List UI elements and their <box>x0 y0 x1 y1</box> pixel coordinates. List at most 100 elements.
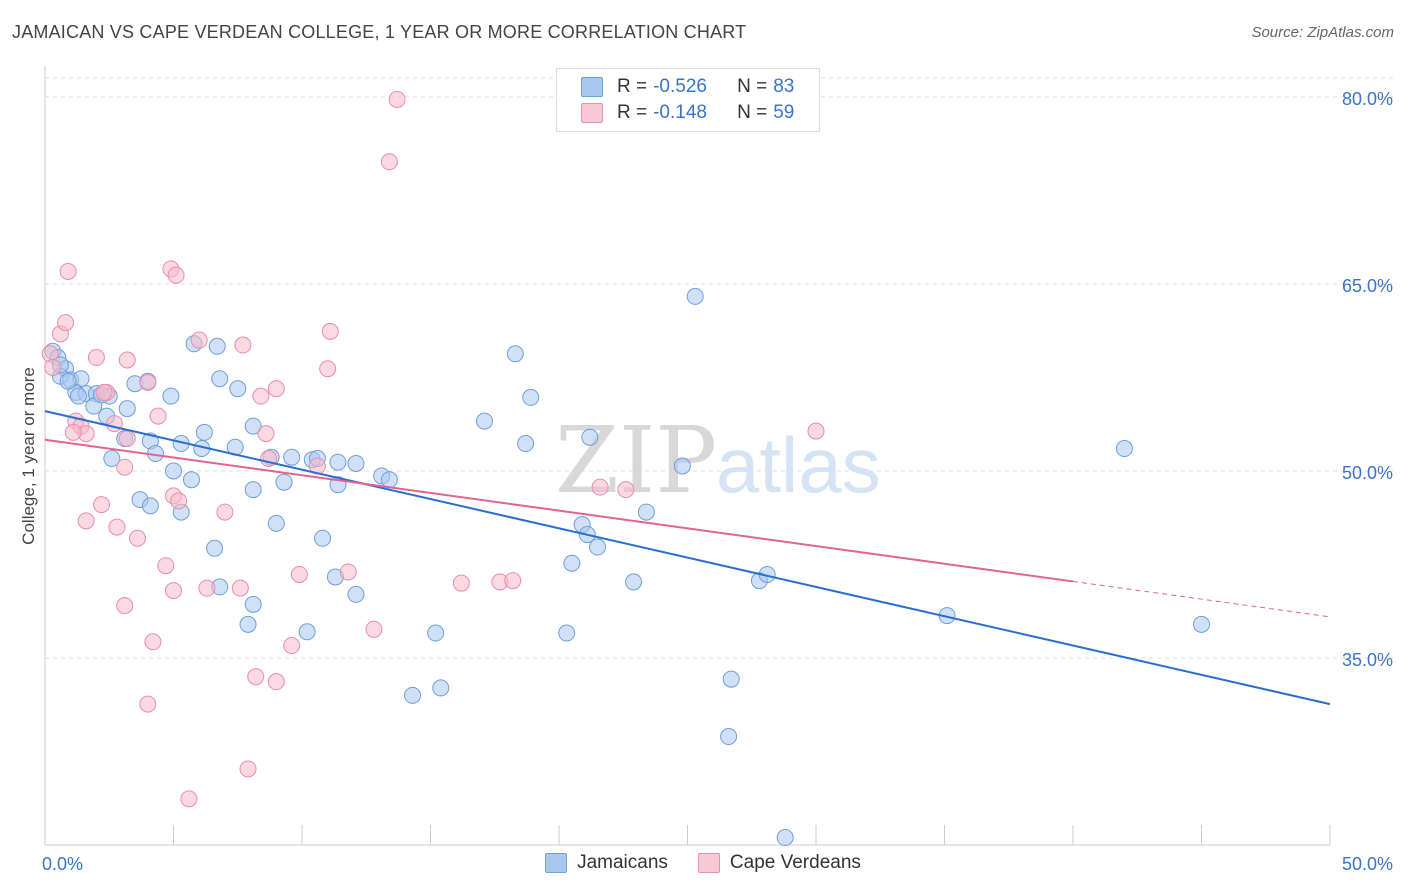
cape-verdean-point <box>234 336 252 354</box>
gridlines <box>45 77 1395 659</box>
trend-lines <box>44 410 1331 706</box>
legend-n-label: N = <box>737 102 768 123</box>
cape-verdean-point <box>190 331 208 349</box>
jamaican-point <box>380 471 398 489</box>
cape-verdean-point <box>283 637 301 655</box>
jamaican-point <box>195 423 213 441</box>
axes <box>44 66 1331 846</box>
cape-verdean-point <box>108 518 126 536</box>
jamaican-trend-line <box>44 410 1331 706</box>
jamaican-point <box>506 345 524 363</box>
cape-verdean-point <box>165 582 182 600</box>
jamaican-point <box>162 387 180 405</box>
cape-verdean-point <box>139 695 157 713</box>
cape-verdean-point <box>157 557 175 575</box>
cape-verdean-point <box>139 373 157 391</box>
jamaican-point <box>267 514 285 532</box>
y-tick-label: 80.0% <box>1342 89 1393 109</box>
cape-verdean-point <box>321 322 339 340</box>
cape-verdean-point <box>95 383 113 401</box>
legend-row-cape-verdeans: R = -0.148 N = 59 <box>581 100 794 126</box>
jamaican-point <box>239 615 257 633</box>
tick-labels: 80.0% 65.0% 50.0% 35.0% 0.0% 50.0% <box>42 89 1393 874</box>
jamaican-point <box>182 471 200 489</box>
legend-r-label: R = <box>617 76 648 97</box>
legend-swatch-pink <box>581 103 603 123</box>
cape-verdean-point <box>87 349 105 367</box>
cape-verdean-point <box>93 496 111 514</box>
cape-verdean-point <box>64 423 82 441</box>
cape-verdean-point <box>170 492 188 510</box>
cape-verdean-point <box>44 358 62 376</box>
chart-title: JAMAICAN VS CAPE VERDEAN COLLEGE, 1 YEAR… <box>12 22 747 42</box>
jamaican-point <box>722 670 740 688</box>
jamaican-point <box>59 372 77 390</box>
cape-verdean-point <box>617 481 635 499</box>
cape-verdean-point <box>257 425 275 443</box>
jamaican-point <box>206 539 224 557</box>
cape-verdean-point <box>41 345 59 363</box>
jamaican-point <box>1193 615 1210 633</box>
cape-verdean-point <box>339 563 357 581</box>
jamaican-point <box>141 497 159 515</box>
jamaican-point <box>208 337 226 355</box>
cape-verdean-point <box>180 790 198 808</box>
jamaican-point <box>522 388 540 406</box>
legend-n-label: N = <box>737 76 768 97</box>
jamaican-point <box>165 462 182 480</box>
cape-verdean-point <box>216 503 234 521</box>
jamaican-point <box>283 448 301 466</box>
y-tick-label: 50.0% <box>1342 463 1393 483</box>
cape-verdean-point <box>77 512 95 530</box>
cape-verdean-point <box>149 407 167 425</box>
legend-swatch-blue <box>581 77 603 97</box>
jamaican-point <box>103 450 121 467</box>
cape-verdean-point <box>319 360 337 378</box>
jamaican-point <box>404 686 422 704</box>
jamaican-point <box>314 529 332 547</box>
jamaican-point <box>637 503 655 521</box>
cape-verdean-point <box>118 430 136 448</box>
cape-verdean-point <box>267 380 285 398</box>
source-credit: Source: ZipAtlas.com <box>1251 24 1394 41</box>
cape-verdean-point <box>252 387 270 405</box>
cape-verdean-point <box>807 422 825 440</box>
legend-item-cape-verdeans[interactable]: Cape Verdeans <box>697 852 861 874</box>
jamaican-point <box>275 473 293 491</box>
cape-verdean-point <box>198 579 216 597</box>
jamaican-point <box>229 380 247 398</box>
jamaican-point <box>563 554 581 572</box>
legend-row-jamaicans: R = -0.526 N = 83 <box>581 74 794 100</box>
jamaican-point <box>625 573 643 591</box>
legend-n-value: 83 <box>773 76 795 97</box>
legend-r-label: R = <box>617 102 648 123</box>
cape-verdean-point <box>452 574 470 592</box>
cape-verdean-point <box>59 262 77 280</box>
jamaican-point <box>244 481 262 499</box>
legend-swatch-blue <box>545 853 568 873</box>
cape-verdean-point <box>504 572 522 590</box>
cape-verdean-point <box>129 529 147 547</box>
jamaican-point <box>673 457 691 475</box>
jamaican-point <box>69 387 87 405</box>
jamaican-point <box>347 585 365 603</box>
jamaican-point <box>211 370 229 388</box>
cape-verdean-point <box>591 478 609 496</box>
jamaican-point <box>329 453 347 471</box>
legend-item-jamaicans[interactable]: Jamaicans <box>545 852 668 874</box>
jamaican-point <box>427 624 445 642</box>
cape-verdean-point <box>116 597 134 615</box>
y-tick-label: 35.0% <box>1342 650 1393 670</box>
legend-label-cape-verdeans: Cape Verdeans <box>729 852 861 873</box>
jamaican-point <box>298 623 316 641</box>
legend-swatch-pink <box>697 853 720 873</box>
cape-verdean-trend-extension <box>1072 580 1331 618</box>
cape-verdean-point <box>365 620 383 638</box>
legend-r-value: -0.526 <box>653 76 707 97</box>
jamaican-point <box>581 428 599 446</box>
x-tick-label: 50.0% <box>1342 854 1393 874</box>
cape-verdean-point <box>267 673 285 691</box>
jamaican-point <box>589 538 607 556</box>
cape-verdean-point <box>116 458 134 476</box>
